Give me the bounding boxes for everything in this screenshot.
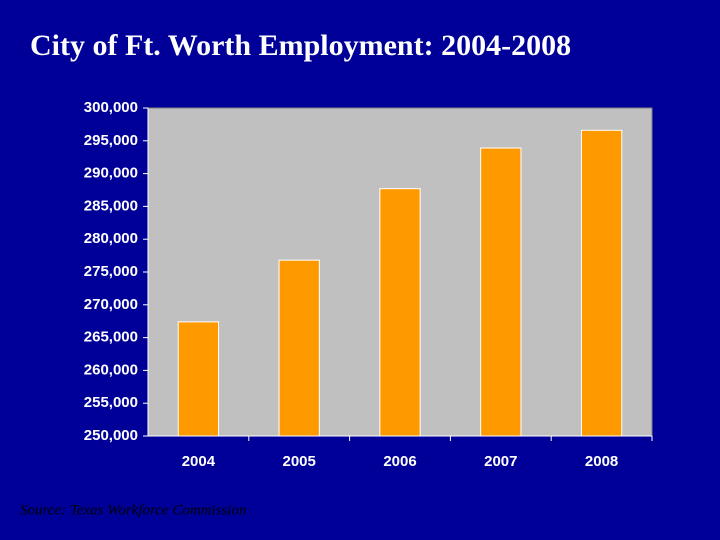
x-tick-label: 2005 (283, 453, 316, 470)
y-tick-label: 275,000 (84, 263, 138, 280)
x-tick-label: 2007 (484, 453, 517, 470)
y-tick-label: 270,000 (84, 296, 138, 313)
x-tick-label: 2008 (585, 453, 618, 470)
bar (177, 321, 220, 437)
y-tick-label: 295,000 (84, 132, 138, 149)
x-tick-label: 2006 (383, 453, 416, 470)
y-tick-label: 280,000 (84, 230, 138, 247)
y-tick-label: 250,000 (84, 427, 138, 444)
y-tick-label: 285,000 (84, 197, 138, 214)
chart-title: City of Ft. Worth Employment: 2004-2008 (30, 29, 571, 62)
y-tick-label: 265,000 (84, 329, 138, 346)
y-tick-label: 255,000 (84, 394, 138, 411)
bar (278, 259, 320, 437)
x-tick-label: 2004 (182, 453, 216, 470)
y-tick-label: 290,000 (84, 165, 138, 182)
y-tick-label: 300,000 (84, 99, 138, 116)
bar (379, 188, 421, 437)
source-note: Source: Texas Workforce Commission (20, 502, 247, 518)
bar (580, 129, 623, 437)
y-tick-label: 260,000 (84, 361, 138, 378)
bar (480, 147, 522, 437)
